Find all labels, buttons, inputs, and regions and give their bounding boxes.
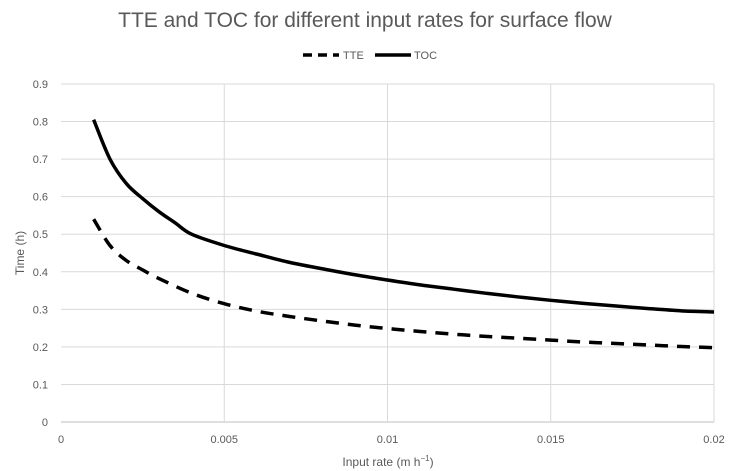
y-tick-label: 0.3 bbox=[33, 304, 48, 316]
y-tick-label: 0.8 bbox=[33, 117, 48, 129]
x-axis-label: Input rate (m h−1) bbox=[342, 454, 433, 469]
x-tick-label: 0.015 bbox=[537, 434, 565, 446]
x-axis-ticks: 0 0.005 0.01 0.015 0.02 bbox=[58, 434, 725, 446]
y-tick-label: 0.5 bbox=[33, 229, 48, 241]
y-tick-label: 0 bbox=[42, 417, 48, 429]
series-group bbox=[92, 119, 715, 350]
legend-label-toc: TOC bbox=[414, 50, 437, 62]
y-tick-label: 0.1 bbox=[33, 379, 48, 391]
x-axis-label-main: Input rate (m h bbox=[342, 455, 420, 469]
y-tick-label: 0.7 bbox=[33, 154, 48, 166]
x-axis-label-close: ) bbox=[430, 455, 434, 469]
y-tick-label: 0.4 bbox=[33, 267, 48, 279]
y-tick-label: 0.6 bbox=[33, 192, 48, 204]
y-axis-ticks: 0 0.1 0.2 0.3 0.4 0.5 0.6 0.7 0.8 0.9 bbox=[33, 79, 48, 429]
x-tick-label: 0.005 bbox=[210, 434, 238, 446]
y-tick-label: 0.2 bbox=[33, 342, 48, 354]
gridlines bbox=[61, 83, 715, 423]
x-tick-label: 0 bbox=[58, 434, 64, 446]
x-tick-label: 0.02 bbox=[703, 434, 724, 446]
series-line-toc bbox=[92, 119, 715, 314]
legend-label-tte: TTE bbox=[343, 50, 364, 62]
y-axis-label: Time (h) bbox=[13, 231, 27, 275]
series-line-tte bbox=[92, 218, 715, 350]
x-axis-label-superscript: −1 bbox=[420, 454, 430, 463]
legend: TTE TOC bbox=[303, 50, 437, 62]
x-tick-label: 0.01 bbox=[377, 434, 398, 446]
chart-title: TTE and TOC for different input rates fo… bbox=[118, 9, 613, 32]
y-tick-label: 0.9 bbox=[33, 79, 48, 91]
